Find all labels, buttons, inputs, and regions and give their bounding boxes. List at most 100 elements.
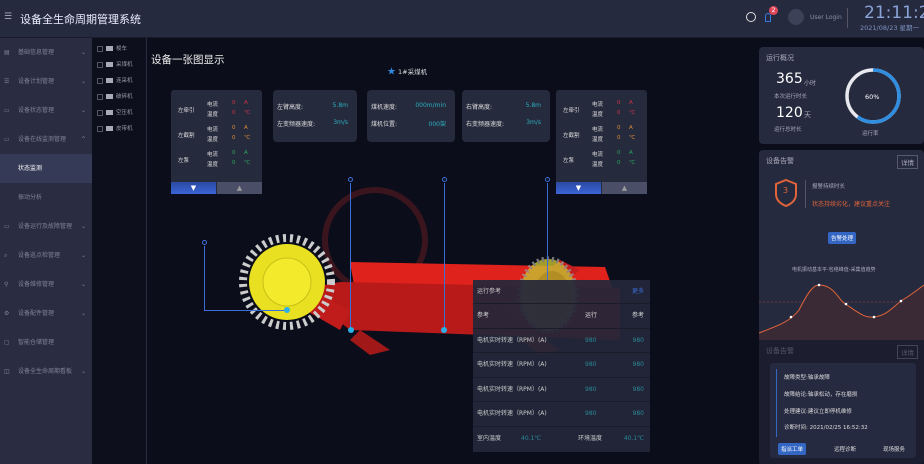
remote-diagnosis-button[interactable]: 远程诊断	[834, 447, 857, 453]
leader-line	[204, 310, 288, 311]
info-label: 煤机位置:	[371, 121, 398, 128]
sidebar-item-label: 基础信息管理	[18, 49, 55, 56]
tree-node[interactable]: 梭车	[92, 41, 146, 57]
expand-icon[interactable]	[97, 93, 103, 100]
tree-node-label: 破碎机	[116, 94, 133, 100]
sidebar-item-label: 振动分析	[18, 194, 43, 201]
sidebar-item[interactable]: ◫ 设备全生命周期看板 ⌄	[0, 357, 92, 386]
cell-ref: 980	[632, 385, 644, 393]
trend-line	[759, 284, 924, 334]
sidebar-item-label: 设备运行及故障管理	[18, 223, 73, 230]
clock-date: 2021/08/23 星期一	[860, 24, 920, 32]
motor-row: 左泵 电流 温度 0 0 A ℃	[556, 149, 647, 171]
chevron-icon: ⌄	[80, 223, 86, 230]
sidebar-item[interactable]: ☰ 设备计划管理 ⌄	[0, 67, 92, 96]
diagnosis-step: 故障类型:轴承故障	[784, 375, 830, 381]
info-value: 5.8m	[525, 102, 541, 109]
alarm2-detail-button[interactable]: 详情	[897, 345, 918, 359]
current-label: 电流	[592, 152, 604, 158]
reference-title: 运行参考	[477, 288, 502, 295]
cell-ref: 980	[632, 410, 644, 417]
trend-chart	[759, 283, 924, 340]
sensor-point[interactable]	[441, 327, 447, 333]
expand-icon[interactable]	[97, 109, 103, 116]
machine-label: 1#采煤机	[398, 68, 428, 76]
scroll-up-button[interactable]: ▲	[602, 182, 647, 194]
motor-row: 左截割 电流 温度 0 0 A ℃	[556, 124, 647, 146]
expand-icon[interactable]	[97, 77, 103, 84]
tree-node[interactable]: 空压机	[92, 105, 146, 121]
motor-name: 左截割	[178, 133, 195, 139]
tree-node[interactable]: 采煤机	[92, 57, 146, 73]
temp-label: 温度	[207, 162, 219, 168]
alarm-handle-button[interactable]: 告警处理	[828, 232, 857, 244]
expand-icon[interactable]	[97, 61, 103, 68]
user-login-link[interactable]: User Login	[810, 14, 842, 21]
motor-value: 0	[617, 135, 621, 141]
info-card: 煤机速度: 000m/min 煤机位置: 000架	[367, 90, 455, 142]
sidebar-item[interactable]: ▭ 设备在线监测管理 ^	[0, 125, 92, 154]
bell-icon[interactable]	[765, 13, 771, 22]
expand-icon[interactable]	[97, 125, 103, 132]
sidebar-item[interactable]: ▤ 基础信息管理 ⌄	[0, 38, 92, 67]
motor-value: 0	[617, 100, 621, 106]
page-title: 设备一张图显示	[151, 54, 225, 66]
scroll-up-button[interactable]: ▲	[217, 182, 262, 194]
table-row: 电机实时转速（RPM）(A) 980 980	[473, 402, 650, 427]
info-card: 左臂高度: 5.8m 左变频器速度: 3m/s	[273, 90, 357, 142]
indoor-temp-value: 40.1℃	[521, 434, 542, 442]
chevron-icon: ^	[80, 136, 86, 143]
unit-celsius: ℃	[629, 110, 636, 116]
tree-node[interactable]: 皮带机	[92, 121, 146, 137]
machine-name: ★ 1#采煤机	[387, 66, 427, 78]
unit-amp: A	[629, 150, 633, 156]
trend-point	[872, 315, 876, 319]
scroll-down-button[interactable]: ▼	[556, 182, 601, 194]
sensor-point[interactable]	[284, 307, 290, 313]
sidebar-item[interactable]: 状态监测	[0, 154, 92, 183]
scroll-down-button[interactable]: ▼	[171, 182, 216, 194]
sidebar-item[interactable]: ⚙ 设备配件管理 ⌄	[0, 299, 92, 328]
sidebar-item-label: 设备在线监测管理	[18, 136, 67, 143]
temp-label: 温度	[592, 137, 604, 143]
plan-icon: ☰	[4, 78, 10, 85]
sidebar: ▤ 基础信息管理 ⌄ ☰ 设备计划管理 ⌄ ▭ 设备状态管理 ⌄ ▭ 设备在线监测管理 ^ 状态监测 振动…	[0, 38, 92, 464]
tree-node[interactable]: 连采机	[92, 73, 146, 89]
menu-icon[interactable]: ☰	[4, 12, 13, 22]
help-icon[interactable]	[746, 12, 756, 22]
unit-amp: A	[244, 150, 248, 156]
divider	[805, 180, 806, 208]
motor-name: 左泵	[178, 158, 190, 164]
tree-node-label: 空压机	[116, 110, 133, 116]
trend-chart-title: 电机振动基本平-包络峰值-采集值趋势	[792, 267, 876, 273]
info-label: 左臂高度:	[277, 104, 304, 111]
current-label: 电流	[592, 127, 604, 133]
trend-point	[789, 315, 793, 319]
wrench-icon: ⚲	[4, 281, 9, 288]
expand-icon[interactable]	[97, 45, 103, 52]
run-rate-gauge	[845, 68, 901, 124]
avatar[interactable]	[788, 9, 804, 25]
sidebar-item[interactable]: ⌕ 设备巡点检管理 ⌄	[0, 241, 92, 270]
tree-node[interactable]: 破碎机	[92, 89, 146, 105]
sidebar-item[interactable]: ▢ 智能仓储管理	[0, 328, 92, 357]
sidebar-item[interactable]: ▭ 设备状态管理 ⌄	[0, 96, 92, 125]
chevron-icon: ⌄	[80, 310, 86, 317]
more-link[interactable]: 更多	[631, 288, 644, 295]
hours-unit: 小时	[804, 80, 817, 87]
sidebar-item[interactable]: ⚲ 设备维修管理 ⌄	[0, 270, 92, 299]
unit-celsius: ℃	[244, 160, 251, 166]
alarm-detail-button[interactable]: 详情	[897, 155, 918, 169]
sidebar-item[interactable]: 振动分析	[0, 183, 92, 212]
sidebar-item[interactable]: ▭ 设备运行及故障管理 ⌄	[0, 212, 92, 241]
trend-point	[817, 283, 821, 287]
diagnosis-popup-backdrop: 设备告警 详情 故障类型:轴承故障 故障结论:轴承松动，存在磨损 处理建议:建议立即…	[759, 340, 924, 464]
motor-value: 0	[617, 150, 621, 156]
assign-work-order-button[interactable]: 指派工单	[778, 443, 807, 455]
motor-value: 0	[617, 110, 621, 116]
onsite-service-button[interactable]: 现场服务	[883, 447, 906, 453]
motor-panel: 左牵引 电流 温度 0 0 A ℃ 左截割 电流 温度 0 0 A ℃ 左泵 电流 温度 0 0 A ℃ ▼ ▲	[556, 90, 647, 194]
trend-point	[899, 299, 903, 303]
marker-circle	[348, 177, 353, 182]
sensor-point[interactable]	[348, 327, 354, 333]
